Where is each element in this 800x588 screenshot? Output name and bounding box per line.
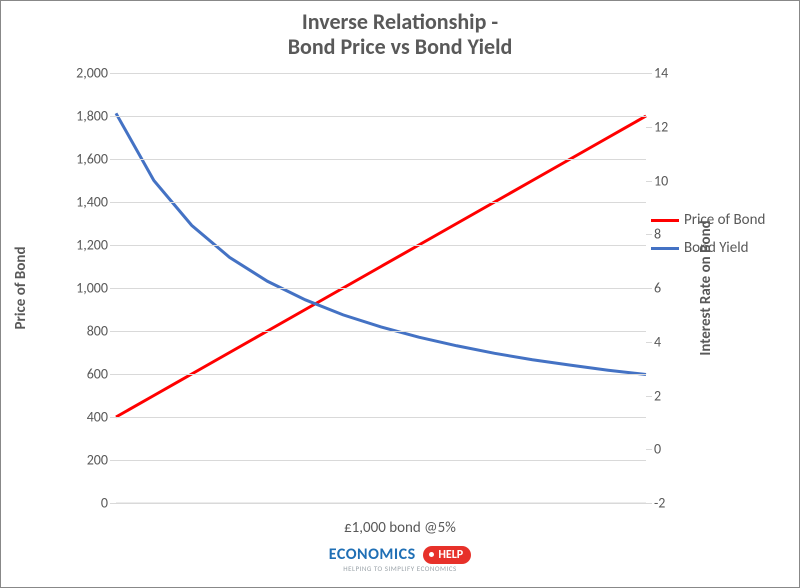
y-tick-right: 14 (646, 65, 668, 82)
logo-dot-icon (429, 552, 434, 557)
gridline (116, 288, 646, 289)
y-tick-left: 1,000 (76, 280, 116, 297)
y-tick-left: 0 (101, 495, 116, 512)
legend-item-yield: Bond Yield (651, 239, 765, 257)
y-tick-right: 12 (646, 118, 668, 135)
line-price (116, 116, 646, 417)
logo-word-economics: ECONOMICS (329, 545, 416, 564)
gridline (116, 73, 646, 74)
gridline (116, 460, 646, 461)
y-tick-right: 4 (646, 333, 661, 350)
y-tick-left: 600 (87, 366, 116, 383)
logo-tagline: HELPING TO SIMPLIFY ECONOMICS (1, 564, 799, 573)
title-line-2: Bond Price vs Bond Yield (1, 34, 799, 59)
gridline (116, 374, 646, 375)
gridline (116, 417, 646, 418)
chart-frame: Inverse Relationship - Bond Price vs Bon… (0, 0, 800, 588)
y-tick-left: 1,200 (76, 237, 116, 254)
title-line-1: Inverse Relationship - (1, 9, 799, 34)
gridline (116, 159, 646, 160)
legend-label-yield: Bond Yield (684, 239, 749, 257)
y-tick-right: 2 (646, 387, 661, 404)
y-axis-label-left: Price of Bond (12, 247, 30, 330)
y-tick-left: 1,400 (76, 194, 116, 211)
logo: ECONOMICS HELP HELPING TO SIMPLIFY ECONO… (1, 545, 799, 573)
y-tick-left: 1,600 (76, 151, 116, 168)
plot-area: 02004006008001,0001,2001,4001,6001,8002,… (116, 73, 646, 503)
legend-label-price: Price of Bond (684, 211, 765, 229)
y-tick-left: 1,800 (76, 108, 116, 125)
y-tick-left: 800 (87, 323, 116, 340)
legend: Price of Bond Bond Yield (651, 211, 765, 267)
legend-swatch-yield (651, 247, 679, 250)
y-tick-left: 400 (87, 409, 116, 426)
line-yield (116, 113, 646, 374)
gridline (116, 116, 646, 117)
y-tick-right: 0 (646, 441, 661, 458)
y-tick-right: -2 (646, 495, 665, 512)
gridline (116, 202, 646, 203)
gridline (116, 245, 646, 246)
legend-swatch-price (651, 219, 679, 222)
y-tick-left: 200 (87, 452, 116, 469)
gridline (116, 331, 646, 332)
y-tick-left: 2,000 (76, 65, 116, 82)
chart-title: Inverse Relationship - Bond Price vs Bon… (1, 9, 799, 60)
gridline (116, 503, 646, 504)
logo-pill-help: HELP (423, 546, 471, 564)
legend-item-price: Price of Bond (651, 211, 765, 229)
y-tick-right: 10 (646, 172, 668, 189)
logo-word-help: HELP (438, 548, 463, 562)
footer-label: £1,000 bond @5% (1, 519, 799, 537)
y-tick-right: 6 (646, 280, 661, 297)
